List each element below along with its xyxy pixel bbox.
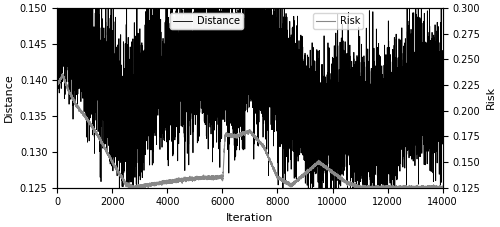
Distance [175,95,181,98]
Risk [284,182,290,185]
Risk [440,185,446,188]
Risk [175,181,181,184]
Risk [154,181,160,184]
Distance [232,66,238,69]
Line: Distance: Distance [57,0,442,195]
Distance [440,103,446,106]
Y-axis label: Distance: Distance [4,74,14,122]
Legend: Distance: Distance [170,13,243,29]
Distance [54,7,60,10]
Risk [392,187,398,190]
Distance [154,44,160,47]
Y-axis label: Risk: Risk [486,86,496,109]
Legend: Risk: Risk [312,13,363,29]
Distance [116,193,122,196]
Risk [54,83,60,86]
Distance [284,81,290,84]
Risk [174,180,180,183]
X-axis label: Iteration: Iteration [226,213,274,223]
Distance [175,55,181,58]
Risk [232,135,238,138]
Risk [60,72,66,75]
Line: Risk: Risk [57,74,442,190]
Distance [392,138,398,141]
Risk [374,189,380,192]
